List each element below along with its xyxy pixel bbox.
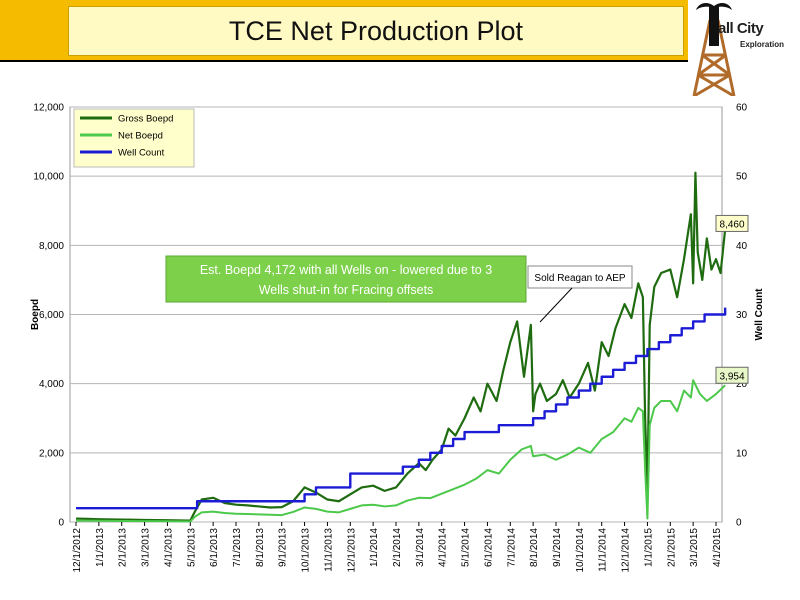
x-tick-label: 3/1/2013 <box>141 528 152 567</box>
annotations: 8,460 3,954 Est. Boepd 4,172 with all Well… <box>165 214 749 384</box>
series-line-gross-boepd <box>75 171 727 522</box>
legend-label: Gross Boepd <box>118 114 173 125</box>
y2-tick-label: 0 <box>736 518 742 529</box>
x-tick-label: 8/1/2014 <box>529 528 540 567</box>
series-layer <box>75 171 727 523</box>
x-tick-label: 8/1/2013 <box>255 528 266 567</box>
company-logo: all City Exploration <box>688 0 800 98</box>
x-tick-label: 1/1/2015 <box>643 528 654 567</box>
x-tick-label: 10/1/2014 <box>575 528 586 573</box>
gross-end-label: 8,460 <box>719 219 744 230</box>
x-tick-label: 5/1/2013 <box>186 528 197 567</box>
estimate-annotation-box <box>165 255 527 303</box>
net-end-label-box <box>715 366 749 384</box>
x-tick-label: 11/1/2013 <box>323 528 334 572</box>
x-tick-label: 12/1/2012 <box>72 528 83 573</box>
x-tick-label: 6/1/2013 <box>209 528 220 567</box>
x-tick-label: 6/1/2014 <box>483 528 494 567</box>
y-tick-label: 12,000 <box>33 103 64 114</box>
series-line-well-count <box>76 307 727 510</box>
x-tick-label: 2/1/2015 <box>666 528 677 567</box>
legend: Gross Boepd Net Boepd Well Count <box>73 108 195 168</box>
derrick-icon <box>692 3 736 98</box>
y2-tick-label: 30 <box>736 310 748 321</box>
sold-callout-text: Sold Reagan to AEP <box>534 273 626 284</box>
logo-subtext: Exploration <box>740 40 785 49</box>
x-axis: 12/1/2012 1/1/2013 2/1/2013 3/1/2013 4/1/201… <box>72 522 723 573</box>
x-tick-label: 4/1/2014 <box>438 528 449 567</box>
x-tick-label: 12/1/2013 <box>346 528 357 573</box>
estimate-annotation-line: Est. Boepd 4,172 with all Wells on - low… <box>200 263 492 277</box>
legend-label: Net Boepd <box>118 131 163 142</box>
logo-text: all City <box>718 20 764 37</box>
x-tick-label: 3/1/2015 <box>689 528 700 567</box>
x-tick-label: 1/1/2014 <box>369 528 380 567</box>
grid <box>69 106 723 523</box>
x-tick-label: 7/1/2014 <box>506 528 517 567</box>
net-end-label: 3,954 <box>719 371 744 382</box>
y2-tick-label: 60 <box>736 103 748 114</box>
x-tick-label: 9/1/2014 <box>552 528 563 567</box>
y-tick-label: 8,000 <box>39 241 64 252</box>
sold-callout-box <box>527 265 633 289</box>
x-tick-label: 3/1/2014 <box>415 528 426 567</box>
x-tick-label: 11/1/2014 <box>598 528 609 572</box>
y2-tick-label: 20 <box>736 379 748 390</box>
gross-end-label-box <box>715 214 749 232</box>
x-tick-label: 2/1/2013 <box>118 528 129 567</box>
sold-callout-pointer <box>539 287 573 323</box>
y2-tick-label: 10 <box>736 448 748 459</box>
title-bar: TCE Net Production Plot <box>0 0 800 62</box>
y2-tick-label: 50 <box>736 172 748 183</box>
x-tick-label: 1/1/2013 <box>95 528 106 567</box>
legend-label: Well Count <box>118 148 165 159</box>
y-axis-label: Boepd <box>30 299 41 330</box>
y-tick-label: 6,000 <box>39 310 64 321</box>
y-tick-label: 0 <box>58 518 64 529</box>
x-tick-label: 7/1/2013 <box>232 528 243 567</box>
x-tick-label: 4/1/2015 <box>712 528 723 567</box>
x-tick-label: 4/1/2013 <box>163 528 174 567</box>
y-tick-label: 4,000 <box>39 379 64 390</box>
x-tick-label: 12/1/2014 <box>621 528 632 573</box>
x-tick-label: 10/1/2013 <box>301 528 312 573</box>
x-tick-label: 9/1/2013 <box>278 528 289 567</box>
page-title: TCE Net Production Plot <box>68 6 684 56</box>
y-axis: 0 2,000 4,000 6,000 8,000 10,000 12,000 <box>33 103 64 529</box>
x-tick-label: 5/1/2014 <box>461 528 472 567</box>
estimate-annotation-line: Wells shut-in for Fracing offsets <box>259 283 434 297</box>
y2-axis-label: Well Count <box>754 288 765 341</box>
y-tick-label: 10,000 <box>33 172 64 183</box>
x-tick-label: 2/1/2014 <box>392 528 403 567</box>
y2-tick-label: 40 <box>736 241 748 252</box>
y2-axis: 0 10 20 30 40 50 60 <box>736 103 748 529</box>
y-tick-label: 2,000 <box>39 448 64 459</box>
series-line-net-boepd <box>75 379 726 523</box>
